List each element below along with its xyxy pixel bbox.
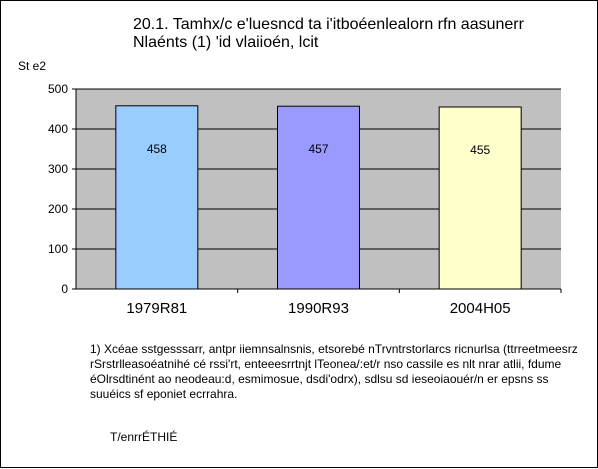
data-label: 457 — [308, 142, 328, 156]
data-label: 455 — [470, 143, 490, 157]
x-tick-label: 2004H05 — [450, 300, 511, 317]
x-tick-label: 1990R93 — [288, 300, 349, 317]
y-tick-label: 300 — [48, 162, 68, 176]
y-tick-label: 500 — [48, 82, 68, 96]
chart-title: 20.1. Tamhx/c e'luesncd ta i'itboéenleal… — [133, 16, 573, 52]
chart-title-line-2: Nlaénts (1) 'id vlaiioén, lcit — [133, 34, 319, 51]
footnote: 1) Xcéae sstgesssarr, antpr iiemnsalnsni… — [90, 342, 578, 401]
y-tick-label: 0 — [61, 282, 68, 296]
y-axis-label: St e2 — [18, 59, 47, 73]
data-label: 458 — [147, 142, 167, 156]
bar — [438, 106, 522, 290]
y-tick-label: 400 — [48, 122, 68, 136]
y-tick-label: 100 — [48, 242, 68, 256]
y-tick-label: 200 — [48, 202, 68, 216]
x-tick-label: 1979R81 — [126, 300, 187, 317]
bar — [115, 105, 199, 290]
source-note: T/enrrÉTHIÉ — [110, 430, 178, 444]
chart-title-line-1: 20.1. Tamhx/c e'luesncd ta i'itboéenleal… — [133, 16, 524, 33]
bar — [277, 105, 360, 290]
